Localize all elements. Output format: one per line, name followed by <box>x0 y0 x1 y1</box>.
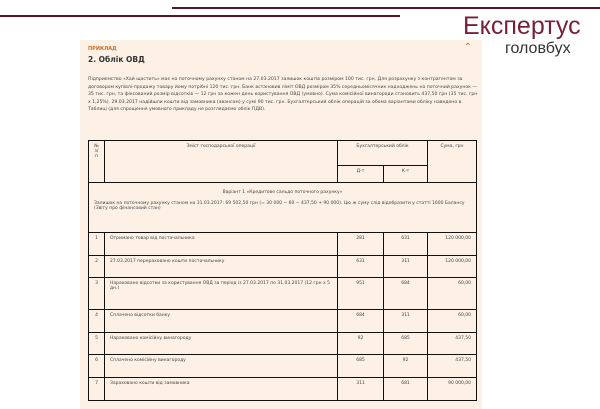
card-title: 2. Облік ОВД <box>88 55 145 64</box>
row-credit: 92 <box>383 354 428 378</box>
row-text: Сплачено комісійну винагороду <box>104 354 338 378</box>
row-sum: 90 000,00 <box>427 377 477 401</box>
row-text: Отримано товар від постачальника <box>104 232 338 256</box>
row-credit: 684 <box>383 277 428 310</box>
row-debit: 281 <box>337 232 384 256</box>
header-sum: Сума, грн <box>427 140 477 183</box>
row-sum: 437,50 <box>427 354 477 378</box>
row-num: 1 <box>88 232 105 256</box>
row-num: 4 <box>88 309 105 333</box>
row-debit: 311 <box>337 377 384 401</box>
row-num: 2 <box>88 255 105 278</box>
row-credit: 311 <box>383 309 428 333</box>
variant-title: Варіант 1 «Кредитове сальдо поточного ра… <box>222 190 343 195</box>
variant-row: Варіант 1 «Кредитове сальдо поточного ра… <box>88 182 477 233</box>
variant-note: Залишок на поточному рахунку станом на 3… <box>94 201 465 211</box>
row-sum: 120 000,00 <box>427 255 477 278</box>
decor-line <box>172 7 600 9</box>
card-label: ПРИКЛАД <box>88 46 117 52</box>
row-sum: 437,50 <box>427 332 477 355</box>
logo: Експертус <box>463 12 581 40</box>
row-sum: 120 000,00 <box>427 232 477 256</box>
table-row: 2 27.03.2017 перераховано кошти постачаль… <box>88 255 477 278</box>
header-credit: К-т <box>383 165 428 183</box>
example-card: ПРИКЛАД 2. Облік ОВД ⌃ Підприємство «Хай… <box>80 40 482 409</box>
row-num: 6 <box>88 354 105 378</box>
accounting-table: № з/п Зміст господарської операції Бухга… <box>88 140 477 401</box>
row-num: 5 <box>88 332 105 355</box>
header-content: Зміст господарської операції <box>104 140 338 183</box>
table-row: 6 Сплачено комісійну винагороду 685 92 437,5… <box>88 354 477 378</box>
row-debit: 92 <box>337 332 384 355</box>
row-debit: 951 <box>337 277 384 310</box>
row-sum: 60,00 <box>427 277 477 310</box>
row-credit: 681 <box>383 377 428 401</box>
row-text: Зараховано кошти від замовника <box>104 377 338 401</box>
header-debit: Д-т <box>337 165 384 183</box>
logo-subtitle: головбух <box>505 40 571 57</box>
row-num: 3 <box>88 277 105 310</box>
chevron-up-icon[interactable]: ⌃ <box>463 42 472 53</box>
table-row: 4 Сплачено відсотки банку 684 311 60,00 <box>88 309 477 333</box>
row-text: Нараховано комісійну винагороду <box>104 332 338 355</box>
card-text: Підприємство «Хай щастить» має на поточн… <box>88 77 478 113</box>
row-text: Нараховано відсотки за користування ОВД … <box>104 277 338 310</box>
row-credit: 685 <box>383 332 428 355</box>
table-row: 7 Зараховано кошти від замовника 311 681 90 … <box>88 377 477 401</box>
row-credit: 311 <box>383 255 428 278</box>
table-row: 3 Нараховано відсотки за користування ОВД… <box>88 277 477 310</box>
row-debit: 631 <box>337 255 384 278</box>
row-sum: 60,00 <box>427 309 477 333</box>
row-credit: 631 <box>383 232 428 256</box>
decor-line <box>0 15 400 17</box>
header-num: № з/п <box>88 140 105 183</box>
table-row: 1 Отримано товар від постачальника 281 631 1… <box>88 232 477 256</box>
row-debit: 685 <box>337 354 384 378</box>
row-text: Сплачено відсотки банку <box>104 309 338 333</box>
header-accounting: Бухгалтерський облік <box>337 140 428 166</box>
row-text: 27.03.2017 перераховано кошти постачальн… <box>104 255 338 278</box>
table-row: 5 Нараховано комісійну винагороду 92 685 437… <box>88 332 477 355</box>
row-num: 7 <box>88 377 105 401</box>
row-debit: 684 <box>337 309 384 333</box>
